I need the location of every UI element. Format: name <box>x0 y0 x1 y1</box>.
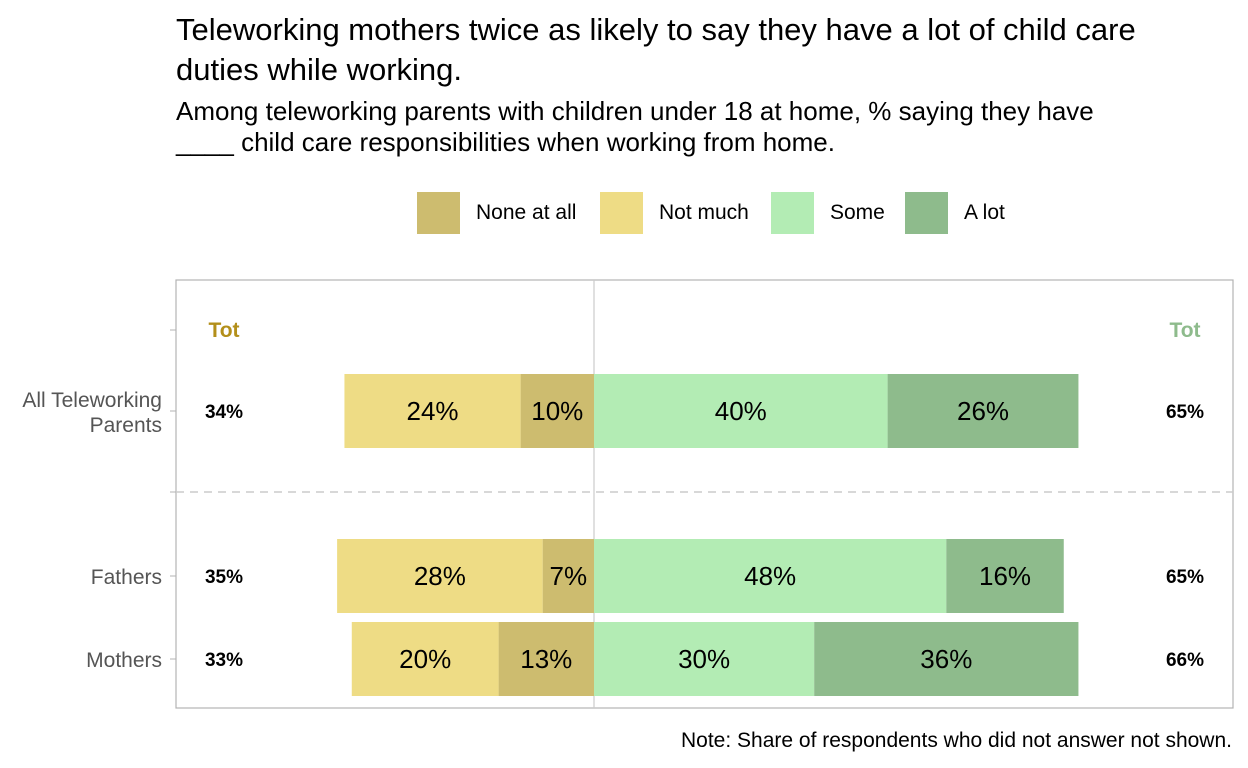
bar-value-label-not-much: 24% <box>406 396 458 426</box>
bar-value-label-some: 30% <box>678 644 730 674</box>
bar-segment-none-at-all <box>520 374 594 448</box>
chart-subtitle: Among teleworking parents with children … <box>176 96 1094 157</box>
chart-legend: None at all Not much Some A lot <box>0 192 1248 234</box>
tot-header-positive: Tot <box>1169 319 1200 342</box>
legend-swatch-none-at-all <box>417 192 460 234</box>
bar-value-label-a-lot: 36% <box>920 644 972 674</box>
bar-value-label-none-at-all: 13% <box>520 644 572 674</box>
bar-value-label-a-lot: 16% <box>979 561 1031 591</box>
bar-segment-none-at-all <box>498 622 594 696</box>
legend-item-not-much: Not much <box>600 192 749 234</box>
chart-title: Teleworking mothers twice as likely to s… <box>176 12 1136 87</box>
bar-segment-not-much <box>337 539 543 613</box>
bar-value-label-not-much: 28% <box>414 561 466 591</box>
bar-segment-a-lot <box>887 374 1079 448</box>
bar-value-label-none-at-all: 7% <box>550 561 588 591</box>
bar-segment-some <box>594 539 947 613</box>
legend-swatch-some <box>771 192 814 234</box>
legend-label-some: Some <box>830 201 885 224</box>
bar-segment-some <box>594 374 888 448</box>
legend-item-some: Some <box>771 192 885 234</box>
tot-header-negative: Tot <box>208 319 239 342</box>
legend-item-none-at-all: None at all <box>417 192 576 234</box>
legend-swatch-a-lot <box>905 192 948 234</box>
bar-segment-a-lot <box>946 539 1064 613</box>
bar-segment-not-much <box>344 374 521 448</box>
bar-segment-none-at-all <box>542 539 594 613</box>
total-positive-label: 65% <box>1166 402 1204 423</box>
bar-value-label-none-at-all: 10% <box>531 396 583 426</box>
total-negative-label: 35% <box>205 567 243 588</box>
legend-label-not-much: Not much <box>659 201 749 224</box>
total-positive-label: 65% <box>1166 567 1204 588</box>
total-positive-label: 66% <box>1166 650 1204 671</box>
category-label-all-teleworking-parents: All Teleworking Parents <box>22 389 162 437</box>
bar-segment-some <box>594 622 815 696</box>
legend-swatch-not-much <box>600 192 643 234</box>
bar-value-label-not-much: 20% <box>399 644 451 674</box>
bar-value-label-some: 48% <box>744 561 796 591</box>
legend-item-a-lot: A lot <box>905 192 1005 234</box>
bar-segment-not-much <box>351 622 499 696</box>
bar-value-label-some: 40% <box>715 396 767 426</box>
category-label-fathers: Fathers <box>91 566 162 589</box>
category-label-mothers: Mothers <box>86 649 162 672</box>
chart-note: Note: Share of respondents who did not a… <box>680 729 1232 752</box>
bar-segment-a-lot <box>814 622 1079 696</box>
bar-value-label-a-lot: 26% <box>957 396 1009 426</box>
plot-panel <box>175 279 1234 709</box>
legend-label-none-at-all: None at all <box>476 201 577 224</box>
total-negative-label: 33% <box>205 650 243 671</box>
legend-label-a-lot: A lot <box>964 201 1005 224</box>
total-negative-label: 34% <box>205 402 243 423</box>
